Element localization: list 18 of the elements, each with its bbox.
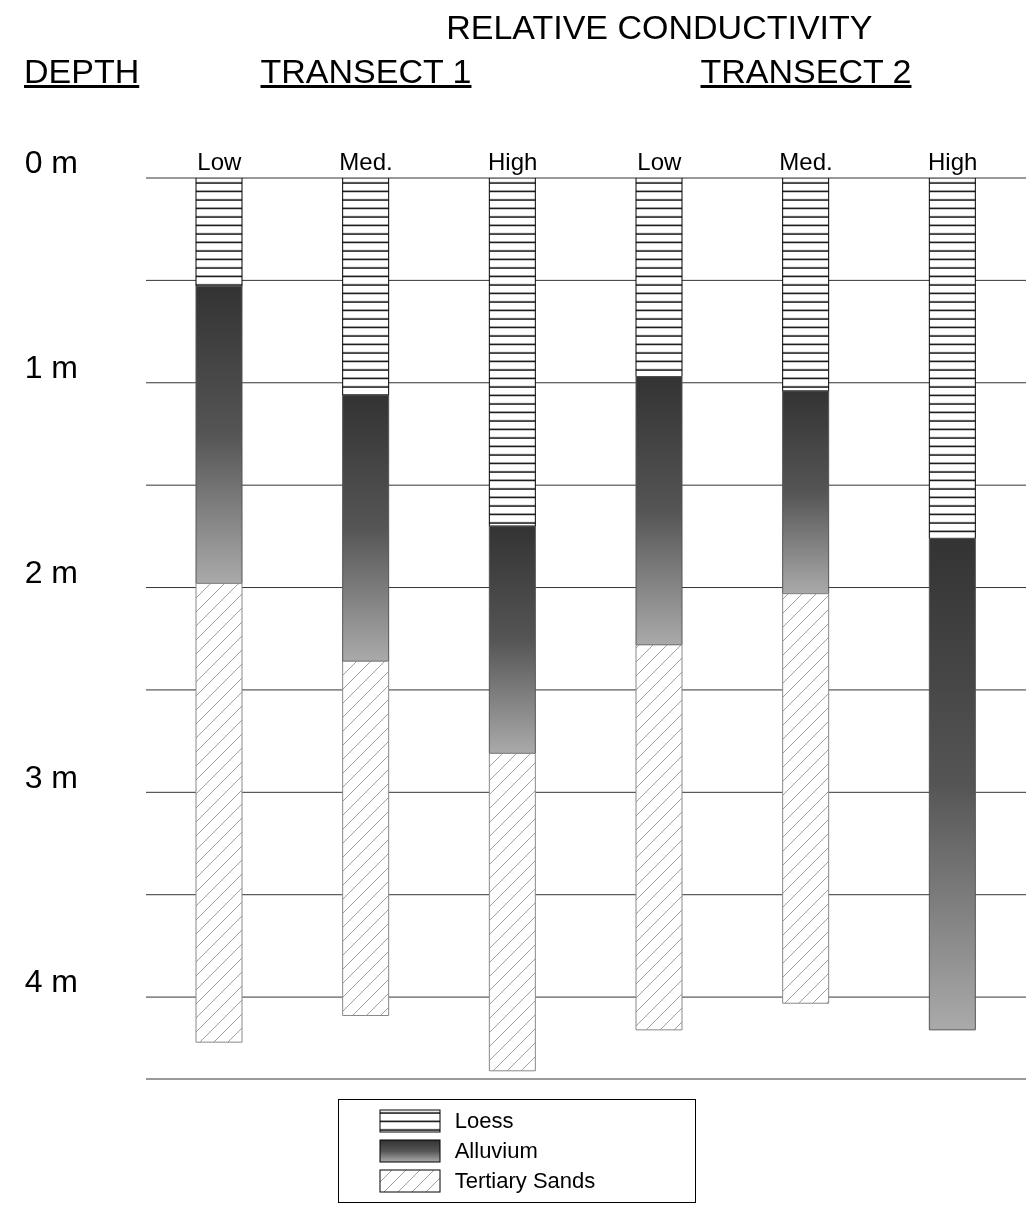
x-tick-label: Med. — [779, 148, 833, 175]
y-tick-label: 1 m — [24, 349, 78, 386]
y-tick-label: 2 m — [24, 553, 78, 590]
x-tick-label: Med. — [339, 148, 393, 175]
x-tick-label: Low — [197, 148, 243, 175]
legend-label: Alluvium — [454, 1138, 538, 1164]
text: TRANSECT 1 — [259, 52, 473, 91]
text: TRANSECT 2 — [699, 52, 913, 91]
legend-label: Loess — [454, 1108, 514, 1134]
x-tick-label: Low — [637, 148, 683, 175]
y-tick-label: 3 m — [24, 758, 78, 795]
y-axis-title: DEPTH — [24, 52, 140, 91]
legend-label: Tertiary Sands — [454, 1168, 596, 1194]
chart-title: RELATIVE CONDUCTIVITY — [445, 8, 874, 47]
x-tick-label: High — [487, 148, 538, 175]
x-tick-label: High — [927, 148, 978, 175]
y-tick-label: 4 m — [24, 963, 78, 1000]
y-tick-label: 0 m — [24, 144, 78, 181]
